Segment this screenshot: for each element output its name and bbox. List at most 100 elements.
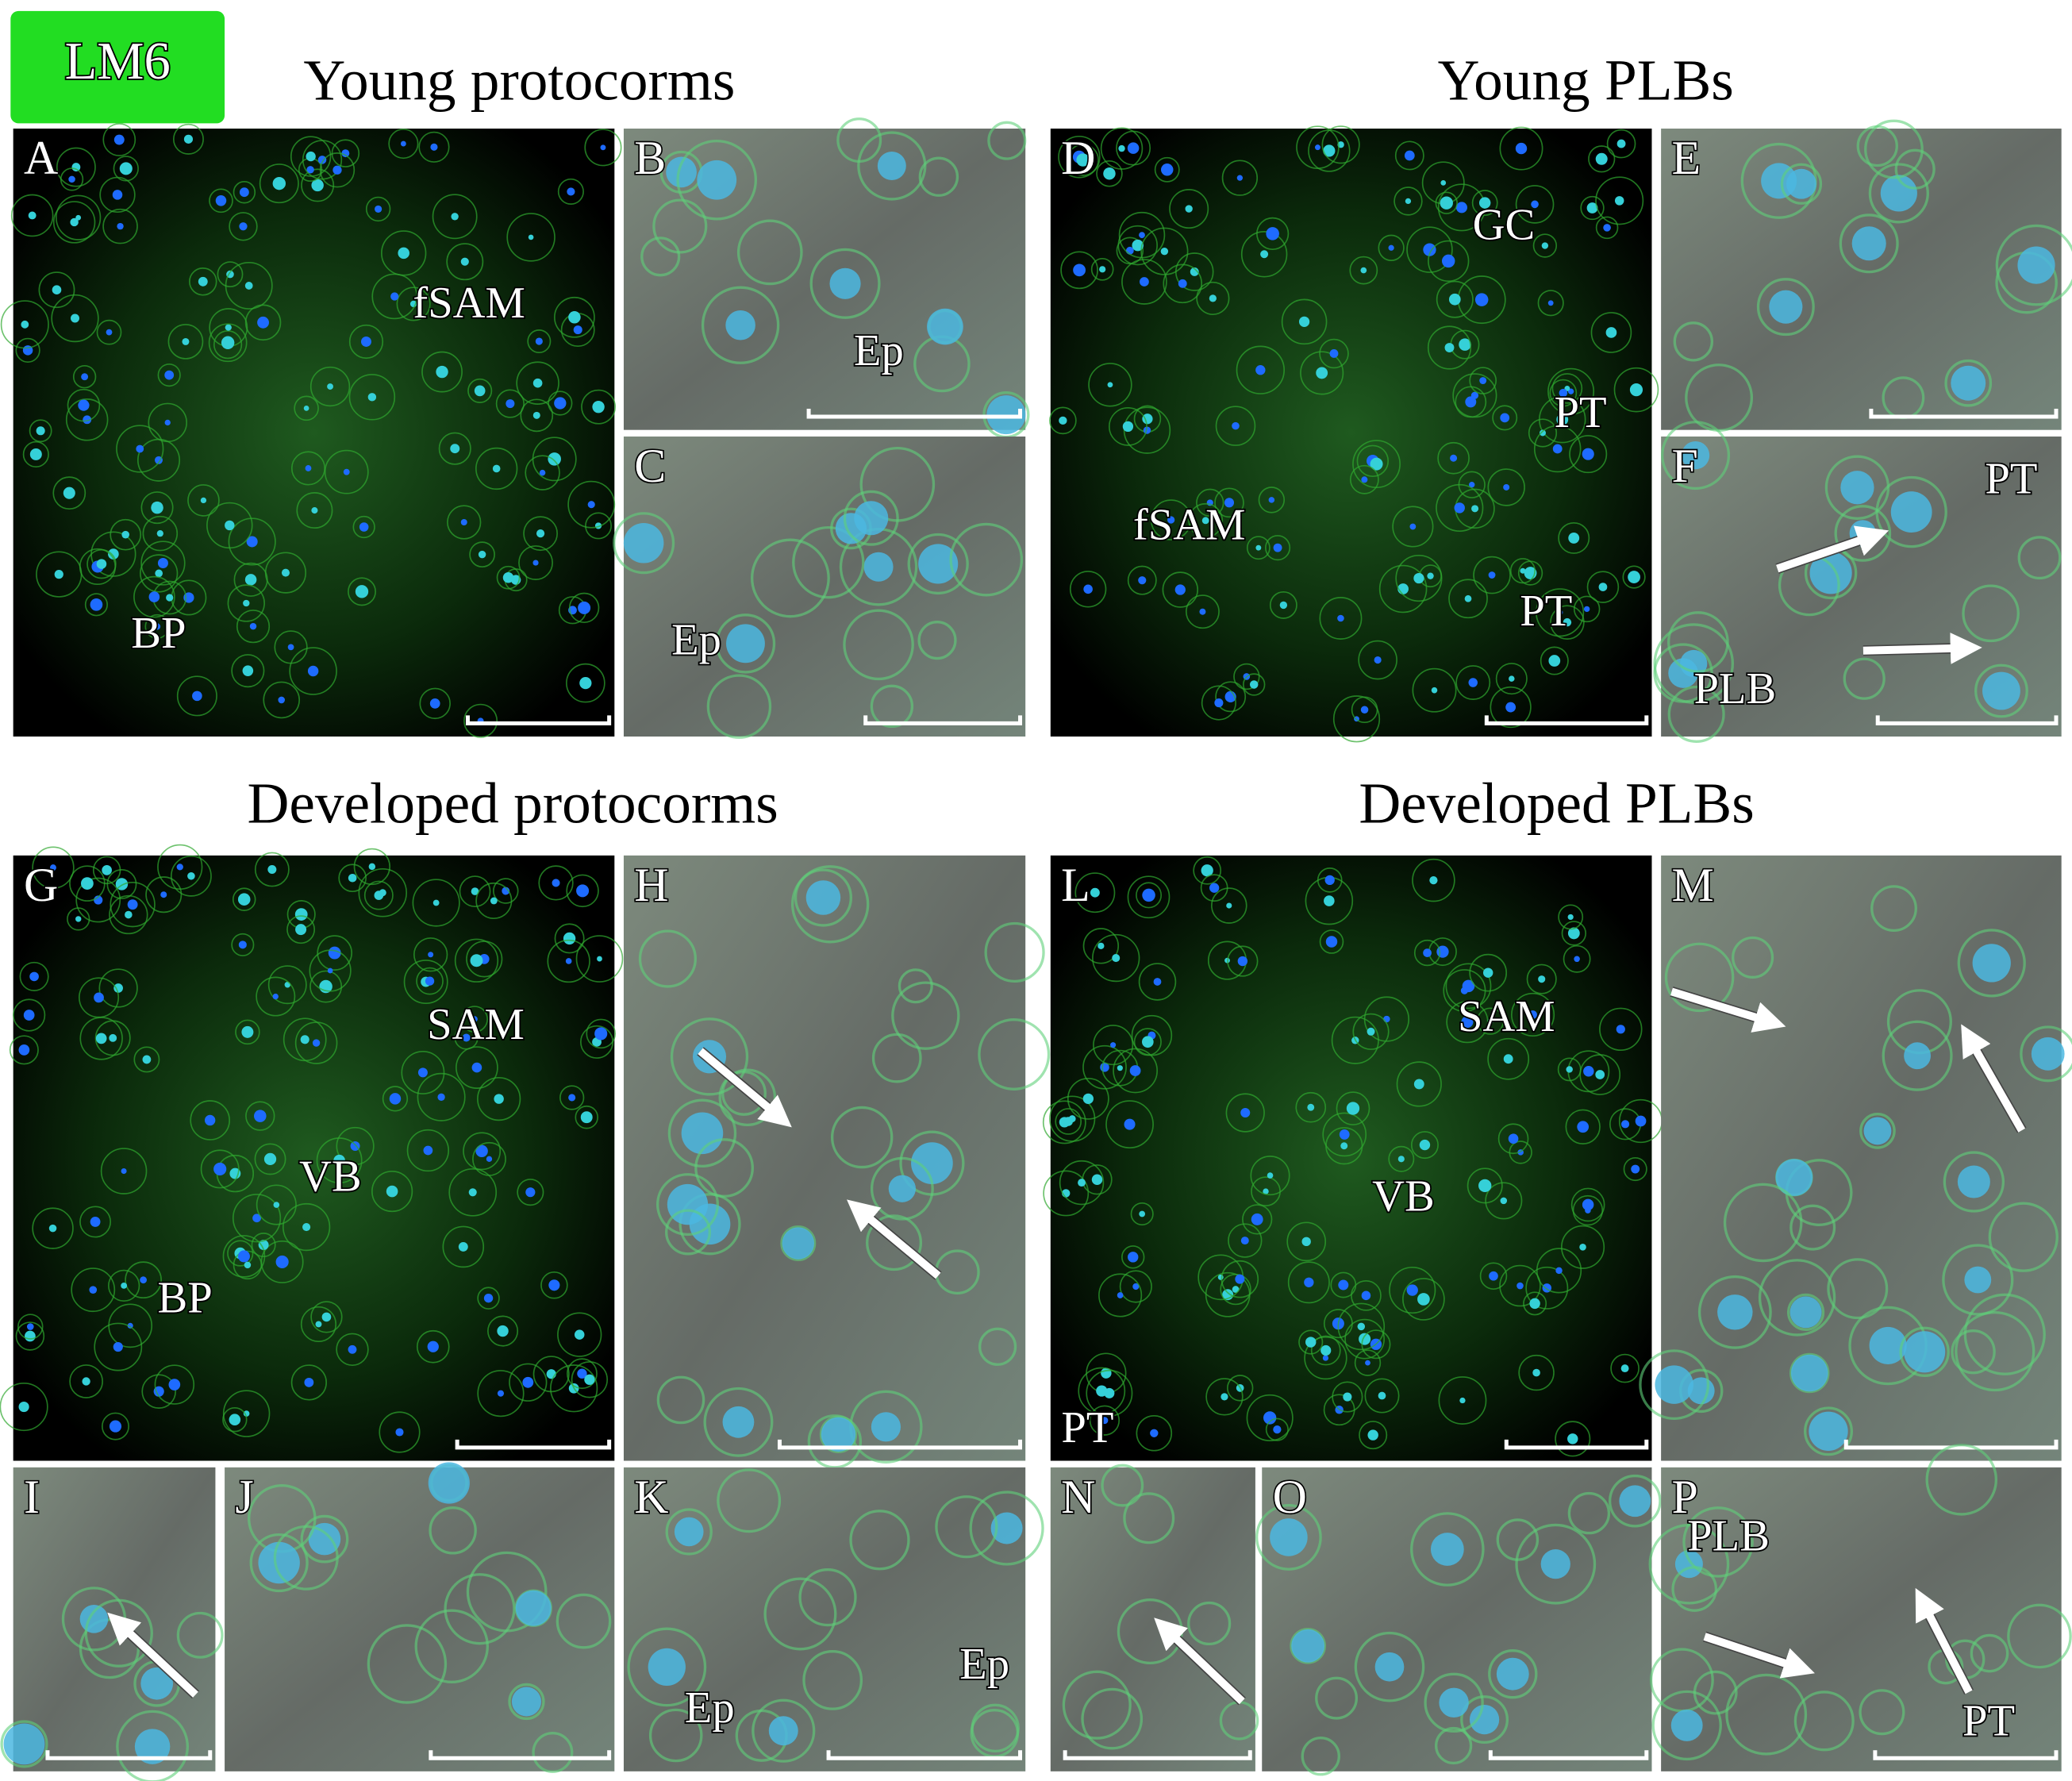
nucleus [1142, 888, 1155, 902]
cell-wall [1349, 464, 1379, 494]
cell [1661, 421, 1731, 490]
nucleus [522, 1376, 534, 1388]
cell-wall [1055, 1108, 1082, 1135]
nucleus [1532, 1368, 1540, 1377]
cell-wall [154, 1364, 195, 1405]
cell-wall [566, 874, 599, 908]
cell [0, 1720, 48, 1768]
nucleus [121, 1167, 127, 1175]
nucleus [470, 954, 483, 967]
nucleus [156, 530, 163, 537]
nucleus [121, 530, 130, 539]
nucleus [258, 1240, 269, 1251]
nucleus [1541, 242, 1549, 249]
cell-wall [1599, 1007, 1643, 1052]
nucleus [1603, 224, 1611, 232]
cell-wall [245, 1101, 275, 1131]
cell-wall [157, 363, 181, 387]
nucleus [148, 591, 160, 602]
cell [1756, 278, 1815, 337]
nucleus [726, 624, 765, 664]
cell-wall [1349, 256, 1378, 285]
cell-wall [296, 492, 333, 529]
cell-wall [309, 949, 352, 992]
cell-wall [1108, 406, 1147, 446]
cell-wall [1127, 565, 1157, 595]
cell-wall [1295, 1091, 1327, 1123]
nucleus [1440, 179, 1447, 186]
cell-wall [17, 1314, 44, 1340]
cell-wall [145, 876, 183, 914]
cell [1666, 611, 1729, 673]
nucleus [648, 1648, 686, 1687]
nucleus [1138, 576, 1147, 585]
nucleus [502, 572, 514, 583]
cell-wall [1573, 595, 1601, 623]
nucleus [1469, 1704, 1500, 1735]
cell [1424, 1672, 1484, 1733]
cell-wall [527, 329, 552, 354]
cell-wall [324, 449, 369, 494]
nucleus [113, 1341, 123, 1352]
cell-wall [109, 894, 148, 935]
cell-wall [1121, 1245, 1145, 1269]
nucleus [18, 1044, 30, 1056]
nucleus [1904, 1331, 1946, 1373]
micrograph [623, 855, 1026, 1461]
cell [918, 156, 959, 197]
nucleus [674, 1517, 704, 1547]
nucleus [475, 1144, 488, 1158]
nucleus [1904, 1042, 1932, 1070]
cell-wall [1093, 1025, 1134, 1066]
nucleus [927, 308, 963, 345]
cell [1653, 623, 1735, 704]
cell [871, 1033, 922, 1083]
cell-wall [316, 1137, 363, 1184]
nucleus [294, 908, 308, 921]
nucleus [1460, 987, 1469, 994]
nucleus [164, 419, 171, 426]
nucleus [1397, 1156, 1405, 1163]
nucleus [577, 1368, 587, 1379]
cell-wall [382, 1086, 409, 1112]
nucleus [1548, 655, 1561, 667]
nucleus [1540, 1549, 1570, 1579]
cell [665, 1508, 713, 1556]
cell-wall [167, 324, 204, 360]
panel-letter: G [24, 859, 58, 911]
cell-wall [1533, 425, 1582, 473]
cell-wall [9, 1035, 39, 1065]
cell [891, 981, 960, 1050]
cell-wall [86, 548, 117, 579]
nucleus [127, 899, 138, 910]
nucleus [1110, 1042, 1117, 1048]
nucleus [1547, 300, 1554, 306]
cell-wall [231, 933, 255, 956]
nucleus [308, 1522, 341, 1556]
nucleus [1582, 448, 1594, 460]
nucleus [1489, 1271, 1498, 1281]
cell [1673, 321, 1714, 362]
cell [1970, 1633, 2009, 1673]
nucleus [1365, 1360, 1370, 1366]
cell-wall [554, 296, 595, 338]
nucleus [1487, 1017, 1493, 1025]
nucleus [1539, 429, 1546, 437]
section-title: Young PLBs [1438, 48, 1734, 113]
cell-wall [338, 864, 367, 893]
nucleus [49, 864, 56, 871]
annotation: PT [1061, 1403, 1113, 1452]
cell [1435, 1726, 1473, 1765]
cell-wall [259, 163, 299, 204]
cell-wall [1250, 1156, 1290, 1196]
cell [830, 1106, 894, 1169]
cell [1957, 929, 2026, 998]
cell-wall [38, 271, 75, 309]
cell [84, 1598, 153, 1668]
nucleus [1324, 875, 1335, 886]
cell [1081, 1687, 1144, 1750]
cell-wall [19, 961, 49, 991]
nucleus [451, 213, 459, 221]
panel-letter: K [634, 1471, 668, 1523]
cell-wall [294, 395, 319, 421]
